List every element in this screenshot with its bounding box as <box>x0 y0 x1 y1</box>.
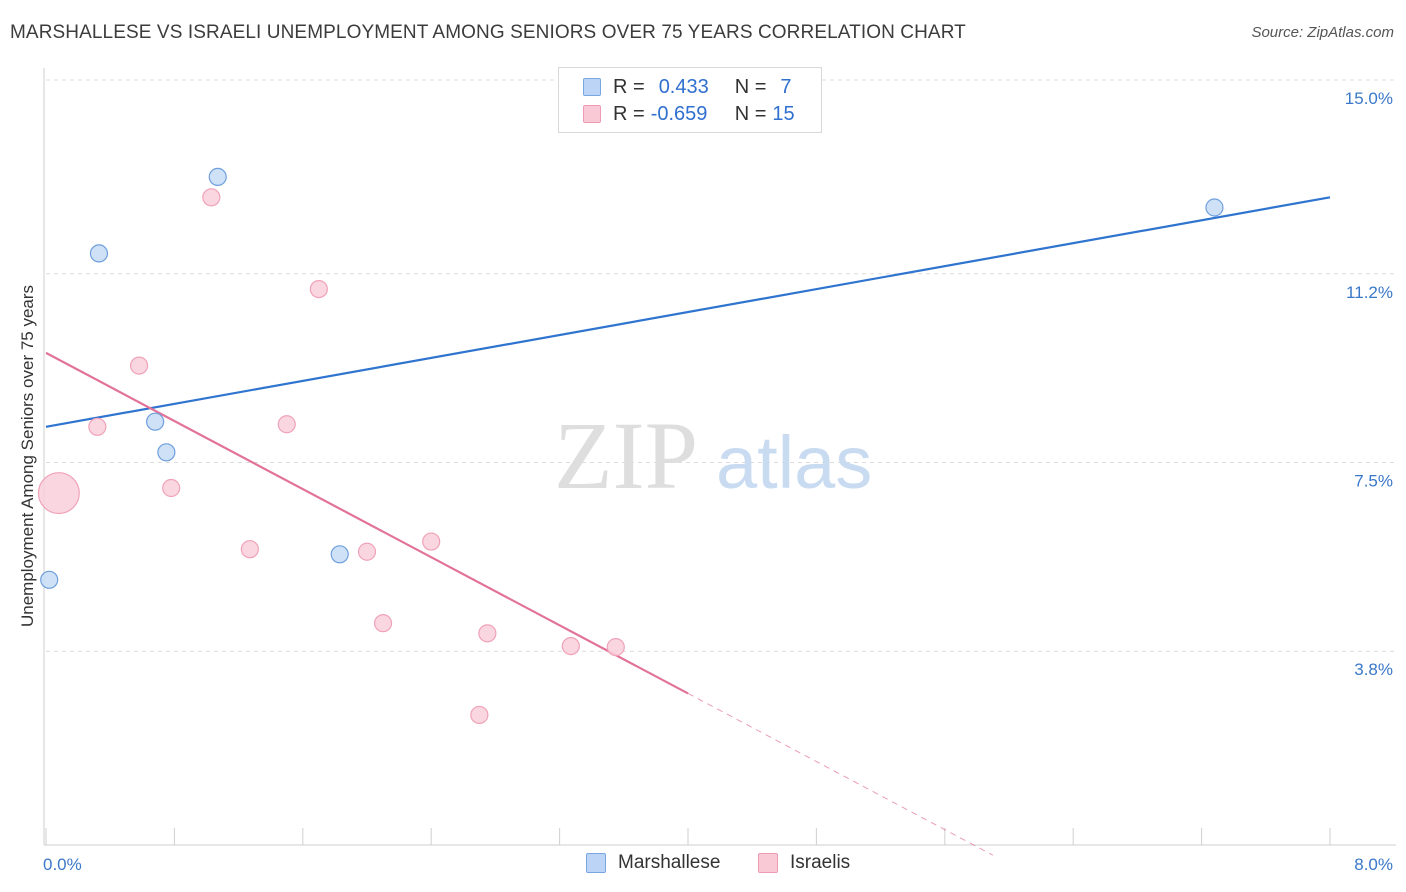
israelis-point <box>277 415 296 434</box>
legend-n-label: N = <box>734 75 767 98</box>
israelis-point <box>37 472 80 515</box>
correlation-legend: R = 0.433 N = 7 R = -0.659 N = 15 <box>558 67 822 133</box>
marshallese-swatch <box>583 78 601 96</box>
y-tick-label: 3.8% <box>1354 660 1393 679</box>
watermark-zip: ZIP <box>554 402 698 509</box>
israelis-point <box>373 614 393 633</box>
legend-r-label: R = <box>613 75 645 98</box>
watermark: ZIP atlas <box>554 402 872 509</box>
marshallese-legend-swatch <box>586 853 606 873</box>
israelis-point <box>129 356 149 375</box>
marshallese-point <box>1205 198 1224 217</box>
marshallese-r-value: 0.433 <box>658 75 709 98</box>
legend-row-marshallese: R = 0.433 N = 7 <box>583 75 792 99</box>
y-tick-label: 15.0% <box>1345 89 1393 108</box>
legend-r-label: R = <box>613 102 645 125</box>
israelis-swatch <box>583 105 601 123</box>
data-points <box>37 167 1224 725</box>
marshallese-point <box>157 443 176 462</box>
israelis-point <box>561 636 580 656</box>
israelis-point <box>88 417 107 436</box>
marshallese-n-value: 7 <box>780 75 792 98</box>
legend-item-marshallese[interactable]: Marshallese <box>586 852 720 874</box>
israelis-n-value: 15 <box>772 102 795 125</box>
marshallese-point <box>146 412 165 431</box>
y-tick-label: 7.5% <box>1354 472 1393 491</box>
trend-line-marshallese <box>45 196 1331 428</box>
tick-labels: 15.0% 11.2% 7.5% 3.8% 0.0% 8.0% <box>43 89 1393 874</box>
axes <box>43 68 1396 846</box>
trend-line-israelis <box>45 351 689 695</box>
trend-line-extension-israelis <box>687 692 994 856</box>
israelis-r-value: -0.659 <box>650 102 708 125</box>
legend-item-israelis[interactable]: Israelis <box>758 852 850 874</box>
israelis-point <box>422 532 441 551</box>
grid-lines <box>46 79 1396 652</box>
series-legend: Marshallese Israelis <box>0 852 1406 878</box>
israelis-point <box>357 542 377 561</box>
marshallese-point <box>40 570 59 589</box>
x-tick-label-max: 8.0% <box>1354 855 1393 874</box>
israelis-point <box>240 540 259 559</box>
y-tick-label: 11.2% <box>1346 283 1393 302</box>
israelis-point <box>606 638 625 657</box>
israelis-legend-label: Israelis <box>790 852 851 873</box>
israelis-point <box>202 188 221 207</box>
israelis-point <box>478 624 497 643</box>
israelis-point <box>162 478 181 498</box>
source-label: Source: ZipAtlas.com <box>1251 24 1394 41</box>
marshallese-point <box>208 167 227 186</box>
watermark-atlas: atlas <box>716 421 872 504</box>
marshallese-point <box>89 244 109 263</box>
trend-lines <box>45 196 1331 856</box>
marshallese-legend-label: Marshallese <box>618 852 721 873</box>
marshallese-point <box>330 545 349 564</box>
chart-title: MARSHALLESE VS ISRAELI UNEMPLOYMENT AMON… <box>10 22 966 43</box>
x-tick-label-min: 0.0% <box>43 855 82 874</box>
israelis-legend-swatch <box>758 853 778 873</box>
legend-row-israelis: R = -0.659 N = 15 <box>583 102 795 126</box>
legend-n-label: N = <box>734 102 767 125</box>
israelis-point <box>309 280 328 299</box>
israelis-point <box>470 705 489 725</box>
